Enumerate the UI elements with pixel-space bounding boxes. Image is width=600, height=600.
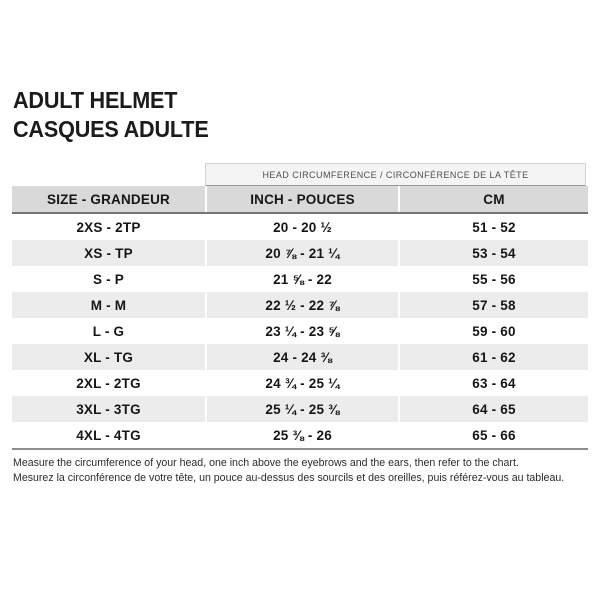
page-title-fr: CASQUES ADULTE (13, 116, 209, 142)
size-cell: 3XL - 3TG (12, 396, 205, 422)
cm-cell: 55 - 56 (398, 266, 588, 292)
size-cell: 2XL - 2TG (12, 370, 205, 396)
table-row: M - M 22 ½ - 22 ⅞ 57 - 58 (12, 292, 588, 318)
size-cell: M - M (12, 292, 205, 318)
inch-cell: 20 - 20 ½ (205, 214, 398, 240)
table-row: 4XL - 4TG 25 ⅜ - 26 65 - 66 (12, 422, 588, 448)
size-cell: S - P (12, 266, 205, 292)
page-title-en: ADULT HELMET (13, 87, 178, 113)
cm-cell: 61 - 62 (398, 344, 588, 370)
table-row: XS - TP 20 ⅞ - 21 ¼ 53 - 54 (12, 240, 588, 266)
inch-cell: 25 ⅜ - 26 (205, 422, 398, 448)
table-row: 3XL - 3TG 25 ¼ - 25 ⅜ 64 - 65 (12, 396, 588, 422)
table-body: 2XS - 2TP 20 - 20 ½ 51 - 52 XS - TP 20 ⅞… (12, 214, 588, 450)
size-cell: XS - TP (12, 240, 205, 266)
inch-cell: 24 - 24 ⅜ (205, 344, 398, 370)
cm-cell: 53 - 54 (398, 240, 588, 266)
inch-cell: 24 ¾ - 25 ¼ (205, 370, 398, 396)
column-header-cm: CM (398, 186, 588, 212)
column-header-size: SIZE - GRANDEUR (12, 186, 205, 212)
cm-cell: 57 - 58 (398, 292, 588, 318)
inch-cell: 21 ⅝ - 22 (205, 266, 398, 292)
cm-cell: 65 - 66 (398, 422, 588, 448)
size-cell: 4XL - 4TG (12, 422, 205, 448)
size-table: HEAD CIRCUMFERENCE / CIRCONFÉRENCE DE LA… (12, 163, 588, 450)
table-row: S - P 21 ⅝ - 22 55 - 56 (12, 266, 588, 292)
table-row: 2XL - 2TG 24 ¾ - 25 ¼ 63 - 64 (12, 370, 588, 396)
page-title: ADULT HELMET CASQUES ADULTE (13, 86, 221, 144)
size-cell: 2XS - 2TP (12, 214, 205, 240)
size-cell: XL - TG (12, 344, 205, 370)
table-row: XL - TG 24 - 24 ⅜ 61 - 62 (12, 344, 588, 370)
table-row: L - G 23 ¼ - 23 ⅝ 59 - 60 (12, 318, 588, 344)
inch-cell: 22 ½ - 22 ⅞ (205, 292, 398, 318)
head-circumference-banner: HEAD CIRCUMFERENCE / CIRCONFÉRENCE DE LA… (205, 163, 586, 186)
cm-cell: 59 - 60 (398, 318, 588, 344)
size-cell: L - G (12, 318, 205, 344)
cm-cell: 51 - 52 (398, 214, 588, 240)
table-header-row: SIZE - GRANDEUR INCH - POUCES CM (12, 186, 588, 214)
inch-cell: 23 ¼ - 23 ⅝ (205, 318, 398, 344)
table-row: 2XS - 2TP 20 - 20 ½ 51 - 52 (12, 214, 588, 240)
cm-cell: 64 - 65 (398, 396, 588, 422)
head-circumference-banner-label: HEAD CIRCUMFERENCE / CIRCONFÉRENCE DE LA… (262, 169, 529, 180)
measure-instruction-fr: Mesurez la circonférence de votre tête, … (13, 472, 565, 484)
measure-instructions: Measure the circumference of your head, … (13, 456, 591, 486)
inch-cell: 25 ¼ - 25 ⅜ (205, 396, 398, 422)
measure-instruction-en: Measure the circumference of your head, … (13, 457, 519, 469)
inch-cell: 20 ⅞ - 21 ¼ (205, 240, 398, 266)
cm-cell: 63 - 64 (398, 370, 588, 396)
column-header-inch: INCH - POUCES (205, 186, 398, 212)
